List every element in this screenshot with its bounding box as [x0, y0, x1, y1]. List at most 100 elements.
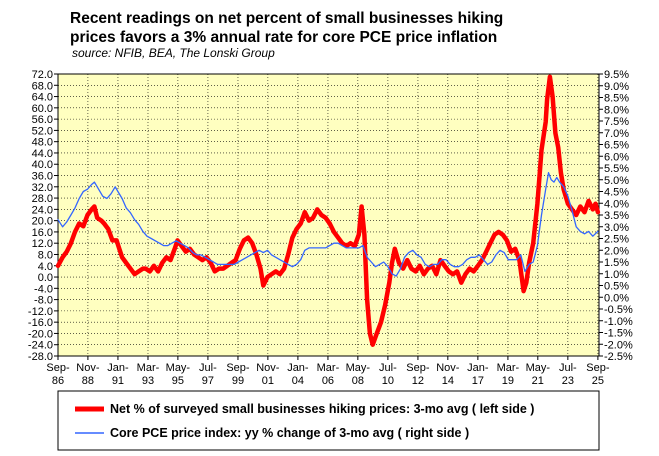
- right-tick-label: 7.0%: [604, 128, 629, 140]
- x-tick-label-year: 08: [352, 375, 364, 387]
- left-tick-label: 36.0: [32, 171, 53, 183]
- right-tick-label: -2.0%: [604, 339, 633, 351]
- left-tick-label: 40.0: [32, 159, 53, 171]
- x-tick-label-month: Jul-: [559, 362, 577, 374]
- left-tick-label: 60.0: [32, 103, 53, 115]
- x-tick-label-month: May-: [346, 362, 371, 374]
- right-tick-label: -1.5%: [604, 328, 633, 340]
- right-tick-label: 0.5%: [604, 281, 629, 293]
- left-tick-label: 0.0: [38, 272, 53, 284]
- left-tick-label: 28.0: [32, 193, 53, 205]
- left-tick-label: 52.0: [32, 125, 53, 137]
- right-tick-label: 8.5%: [604, 93, 629, 105]
- x-tick-label-month: Jan-: [107, 362, 129, 374]
- left-tick-label: 32.0: [32, 182, 53, 194]
- x-tick-label-month: Sep-: [226, 362, 250, 374]
- x-tick-label-month: Mar-: [497, 362, 520, 374]
- x-tick-label-year: 06: [322, 375, 334, 387]
- left-tick-label: 24.0: [32, 204, 53, 216]
- right-tick-label: 7.5%: [604, 116, 629, 128]
- right-tick-label: 3.0%: [604, 222, 629, 234]
- right-tick-label: 2.0%: [604, 245, 629, 257]
- left-tick-label: 4.0: [38, 261, 53, 273]
- legend-box: [57, 390, 600, 451]
- x-tick-label-month: Jul-: [379, 362, 397, 374]
- x-tick-label-year: 93: [142, 375, 154, 387]
- x-tick-label-year: 23: [562, 375, 574, 387]
- left-tick-label: -16.0: [28, 317, 53, 329]
- x-tick-label-year: 10: [382, 375, 394, 387]
- right-tick-label: -1.0%: [604, 316, 633, 328]
- x-tick-label-year: 14: [442, 375, 454, 387]
- x-tick-label-year: 19: [502, 375, 514, 387]
- title-line-2: prices favors a 3% annual rate for core …: [70, 29, 497, 46]
- x-tick-label-year: 97: [202, 375, 214, 387]
- legend-label-pce: Core PCE price index: yy % change of 3-m…: [110, 426, 469, 440]
- left-tick-label: 20.0: [32, 216, 53, 228]
- x-tick-label-year: 86: [52, 375, 64, 387]
- right-tick-label: 8.0%: [604, 104, 629, 116]
- x-tick-label-month: Sep-: [46, 362, 70, 374]
- left-tick-label: 68.0: [32, 80, 53, 92]
- left-tick-label: -12.0: [28, 306, 53, 318]
- x-tick-label-month: Nov-: [256, 362, 280, 374]
- series-line-pce: [57, 172, 599, 277]
- x-tick-label-year: 21: [532, 375, 544, 387]
- title-line-1: Recent readings on net percent of small …: [70, 10, 503, 27]
- right-tick-label: 3.5%: [604, 210, 629, 222]
- x-tick-label-month: May-: [526, 362, 551, 374]
- right-tick-label: 4.5%: [604, 187, 629, 199]
- left-tick-label: 72.0: [32, 69, 53, 81]
- left-tick-label: 16.0: [32, 227, 53, 239]
- right-tick-label: 4.0%: [604, 198, 629, 210]
- left-tick-label: 64.0: [32, 92, 53, 104]
- chart-source: source: NFIB, BEA, The Lonski Group: [72, 46, 275, 60]
- x-tick-label-month: Jul-: [199, 362, 217, 374]
- plot-area: [57, 73, 600, 357]
- x-tick-label-month: Jan-: [287, 362, 309, 374]
- gridlines: [57, 73, 599, 357]
- left-tick-label: 12.0: [32, 238, 53, 250]
- x-tick-label-year: 01: [262, 375, 274, 387]
- left-tick-label: 8.0: [38, 249, 53, 261]
- x-tick-label-month: Nov-: [76, 362, 100, 374]
- right-tick-label: 9.0%: [604, 81, 629, 93]
- x-tick-label-month: Mar-: [137, 362, 160, 374]
- x-tick-label-year: 99: [232, 375, 244, 387]
- right-tick-label: 0.0%: [604, 292, 629, 304]
- right-tick-label: 9.5%: [604, 69, 629, 81]
- x-tick-label-year: 17: [472, 375, 484, 387]
- right-tick-label: 2.5%: [604, 234, 629, 246]
- x-tick-label-year: 95: [172, 375, 184, 387]
- right-tick-label: 6.5%: [604, 140, 629, 152]
- x-axis: Sep-86Nov-88Jan-91Mar-93May-95Jul-97Sep-…: [46, 356, 610, 387]
- left-tick-label: -8.0: [34, 295, 53, 307]
- x-tick-label-year: 88: [82, 375, 94, 387]
- x-tick-label-year: 91: [112, 375, 124, 387]
- x-tick-label-month: Mar-: [317, 362, 340, 374]
- right-tick-label: -0.5%: [604, 304, 633, 316]
- right-axis: 9.5%9.0%8.5%8.0%7.5%7.0%6.5%6.0%5.5%5.0%…: [599, 69, 633, 363]
- left-tick-label: 48.0: [32, 137, 53, 149]
- left-tick-label: 44.0: [32, 148, 53, 160]
- left-tick-label: -4.0: [34, 283, 53, 295]
- series-group: [55, 74, 601, 347]
- x-tick-label-month: Sep-: [406, 362, 430, 374]
- left-tick-label: -28.0: [28, 351, 53, 363]
- right-tick-label: 1.0%: [604, 269, 629, 281]
- right-tick-label: 5.0%: [604, 175, 629, 187]
- x-tick-label-year: 25: [592, 375, 604, 387]
- x-tick-label-month: Sep-: [586, 362, 610, 374]
- left-tick-label: -24.0: [28, 340, 53, 352]
- left-axis: 72.068.064.060.056.052.048.044.040.036.0…: [28, 69, 58, 363]
- left-tick-label: 56.0: [32, 114, 53, 126]
- right-tick-label: -2.5%: [604, 351, 633, 363]
- right-tick-label: 1.5%: [604, 257, 629, 269]
- legend-label-nfib: Net % of surveyed small businesses hikin…: [110, 402, 534, 416]
- x-tick-label-year: 04: [292, 375, 304, 387]
- left-tick-label: -20.0: [28, 328, 53, 340]
- x-tick-label-month: Nov-: [436, 362, 460, 374]
- x-tick-label-month: May-: [166, 362, 191, 374]
